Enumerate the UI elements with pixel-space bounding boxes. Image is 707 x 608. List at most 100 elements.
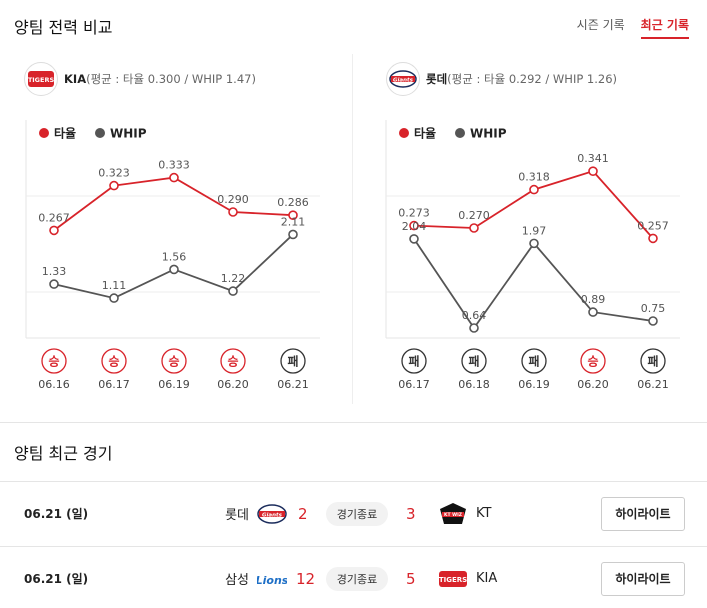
result-badge xyxy=(101,348,127,374)
whip-data-label: 0.89 xyxy=(581,293,606,306)
whip-data-label: 2.04 xyxy=(402,220,427,233)
home-team: 롯데 Giants xyxy=(225,503,287,525)
highlight-button[interactable]: 하이라이트 xyxy=(601,496,685,531)
svg-text:Giants: Giants xyxy=(393,77,414,83)
whip-data-label: 0.75 xyxy=(641,302,666,315)
svg-text:TIGERS: TIGERS xyxy=(439,576,467,584)
home-score: 2 xyxy=(298,504,308,523)
avg-data-label: 0.323 xyxy=(98,167,130,180)
record-tabs: 시즌 기록 최근 기록 xyxy=(577,16,689,39)
svg-text:Giants: Giants xyxy=(262,512,283,518)
avg-point xyxy=(49,225,59,236)
whip-point xyxy=(469,323,479,333)
away-team-name: KIA xyxy=(476,571,498,586)
date-tick-label: 06.19 xyxy=(518,378,550,391)
game-row: 06.21 (일) 삼성 Lions 12 경기종료 5 TIGERS KIA … xyxy=(0,546,707,608)
highlight-button[interactable]: 하이라이트 xyxy=(601,561,685,596)
legend-whip-label: WHIP xyxy=(110,127,147,141)
result-label: 승 xyxy=(108,355,119,369)
team-avg-stats: (평균 : 타율 0.300 / WHIP 1.47) xyxy=(86,72,256,86)
away-score: 5 xyxy=(406,569,416,588)
date-tick-label: 06.21 xyxy=(277,378,309,391)
avg-data-label: 0.333 xyxy=(158,159,190,172)
avg-line xyxy=(53,176,294,232)
legend-avg-label: 타율 xyxy=(414,126,436,141)
date-tick-label: 06.17 xyxy=(98,378,130,391)
result-badge xyxy=(280,348,306,374)
svg-text:KT WIZ: KT WIZ xyxy=(444,512,463,518)
avg-point xyxy=(169,172,179,183)
avg-data-label: 0.290 xyxy=(217,193,249,206)
result-label: 패 xyxy=(528,355,539,369)
result-badge xyxy=(461,348,487,374)
result-label: 패 xyxy=(408,355,419,369)
date-tick-label: 06.21 xyxy=(637,378,669,391)
whip-point xyxy=(409,234,419,244)
chart-divider xyxy=(352,54,353,404)
whip-point xyxy=(588,307,598,317)
avg-point xyxy=(529,184,539,195)
date-tick-label: 06.16 xyxy=(38,378,70,391)
away-team: KT WIZ KT xyxy=(438,502,492,525)
legend-whip-dot xyxy=(455,128,465,138)
result-badge xyxy=(521,348,547,374)
tab-recent-record[interactable]: 최근 기록 xyxy=(640,16,689,39)
date-tick-label: 06.20 xyxy=(217,378,249,391)
legend-avg-label: 타율 xyxy=(54,126,76,141)
avg-data-label: 0.341 xyxy=(577,152,609,165)
whip-data-label: 2.11 xyxy=(281,215,306,228)
result-badge xyxy=(161,348,187,374)
tab-season-record[interactable]: 시즌 기록 xyxy=(576,18,625,32)
whip-data-label: 1.97 xyxy=(522,224,547,237)
avg-data-label: 0.286 xyxy=(277,196,309,209)
tigers-logo-icon: TIGERS xyxy=(24,62,58,96)
home-team-name: 롯데 xyxy=(225,508,249,523)
result-label: 패 xyxy=(647,355,658,369)
legend-whip-label: WHIP xyxy=(470,127,507,141)
home-team: 삼성 Lions xyxy=(225,568,287,590)
result-label: 승 xyxy=(48,355,59,369)
legend-avg-dot xyxy=(39,128,49,138)
date-tick-label: 06.20 xyxy=(577,378,609,391)
avg-data-label: 0.267 xyxy=(38,211,70,224)
giants-logo-icon: Giants xyxy=(257,503,287,525)
whip-point xyxy=(109,293,119,303)
whip-data-label: 1.56 xyxy=(162,250,187,263)
whip-point xyxy=(228,286,238,296)
whip-point xyxy=(648,316,658,326)
tigers-logo-icon: TIGERS xyxy=(438,568,468,590)
legend-whip-dot xyxy=(95,128,105,138)
avg-point xyxy=(469,223,479,233)
result-badge xyxy=(41,348,67,374)
result-label: 패 xyxy=(287,355,298,369)
game-status-badge: 경기종료 xyxy=(326,566,388,591)
avg-point xyxy=(409,220,419,231)
game-date: 06.21 (일) xyxy=(24,507,89,521)
result-label: 승 xyxy=(587,355,598,369)
result-badge xyxy=(580,348,606,374)
away-team-name: KT xyxy=(476,506,492,521)
avg-data-label: 0.273 xyxy=(398,207,430,220)
home-score: 12 xyxy=(296,569,316,588)
avg-data-label: 0.257 xyxy=(637,219,669,232)
team-name: 롯데 xyxy=(426,72,448,86)
team-avg-stats: (평균 : 타율 0.292 / WHIP 1.26) xyxy=(447,72,618,86)
lions-logo-icon: Lions xyxy=(257,568,287,590)
game-date: 06.21 (일) xyxy=(24,572,89,586)
whip-point xyxy=(529,238,539,249)
svg-text:TIGERS: TIGERS xyxy=(28,76,55,84)
whip-data-label: 1.11 xyxy=(102,279,127,292)
whip-line xyxy=(413,238,654,330)
whip-point xyxy=(49,279,59,289)
whip-point xyxy=(288,229,298,240)
date-tick-label: 06.18 xyxy=(458,378,490,391)
result-label: 패 xyxy=(468,355,479,369)
date-tick-label: 06.19 xyxy=(158,378,190,391)
avg-data-label: 0.318 xyxy=(518,171,550,184)
ktwiz-logo-icon: KT WIZ xyxy=(438,502,468,525)
away-team: TIGERS KIA xyxy=(438,568,497,590)
giants-logo-icon: Giants xyxy=(386,62,420,96)
avg-point xyxy=(288,210,298,220)
whip-data-label: 1.33 xyxy=(42,265,67,278)
avg-point xyxy=(648,233,658,244)
